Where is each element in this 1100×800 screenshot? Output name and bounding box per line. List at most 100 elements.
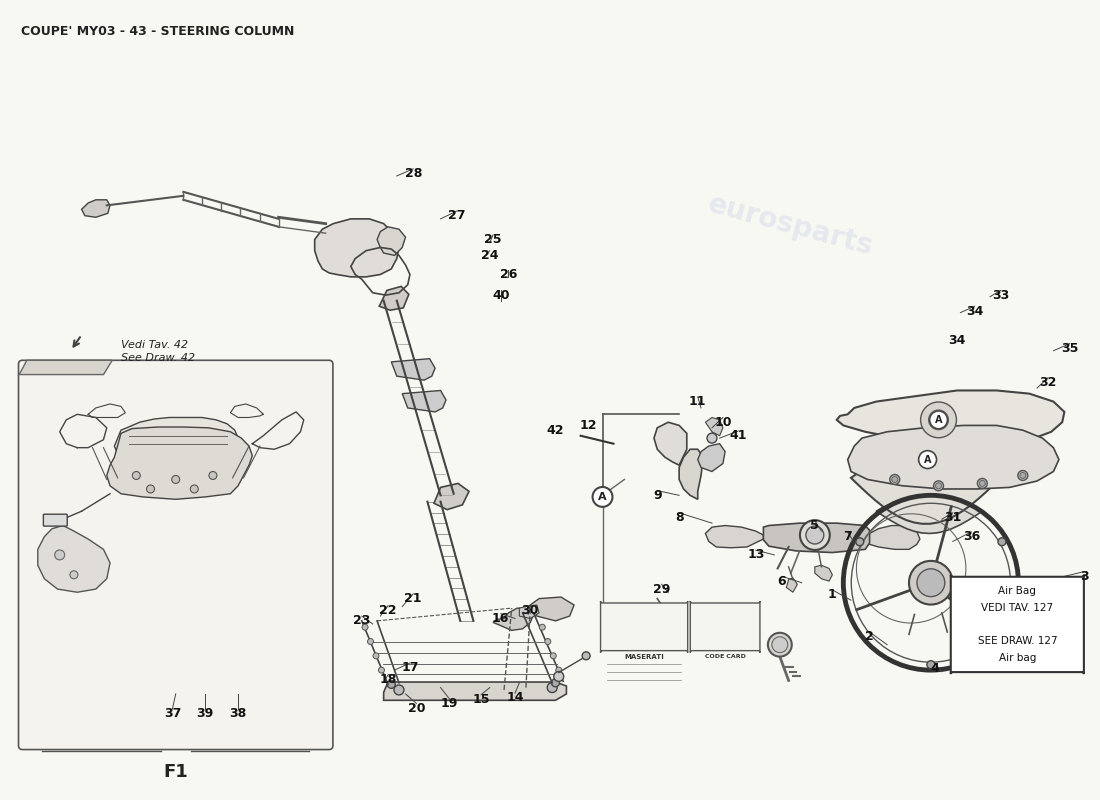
Text: 13: 13: [747, 549, 764, 562]
Circle shape: [373, 653, 380, 658]
Text: A: A: [935, 415, 943, 425]
Text: 28: 28: [405, 167, 422, 180]
Polygon shape: [384, 682, 566, 700]
Polygon shape: [114, 418, 238, 459]
Text: 36: 36: [962, 530, 980, 543]
Circle shape: [593, 487, 613, 507]
FancyBboxPatch shape: [691, 601, 760, 653]
Polygon shape: [837, 390, 1065, 446]
Polygon shape: [866, 526, 920, 550]
Polygon shape: [763, 523, 870, 553]
Text: 8: 8: [674, 511, 683, 524]
Circle shape: [190, 485, 198, 493]
Text: 31: 31: [944, 511, 961, 524]
Text: 20: 20: [408, 702, 426, 714]
Text: 6: 6: [778, 574, 786, 588]
Text: 35: 35: [1062, 342, 1078, 355]
Circle shape: [367, 638, 374, 645]
Circle shape: [917, 569, 945, 597]
Polygon shape: [848, 426, 1059, 489]
Circle shape: [55, 550, 65, 560]
Text: 38: 38: [230, 707, 246, 720]
Circle shape: [806, 526, 824, 544]
Text: 1: 1: [828, 588, 837, 601]
Circle shape: [556, 667, 562, 673]
Circle shape: [927, 661, 935, 669]
Circle shape: [800, 520, 829, 550]
Polygon shape: [679, 450, 703, 499]
Text: 21: 21: [405, 592, 422, 605]
Text: 14: 14: [506, 691, 524, 705]
Circle shape: [998, 538, 1005, 546]
Text: 29: 29: [653, 582, 670, 595]
Polygon shape: [37, 526, 110, 592]
Text: MASERATI: MASERATI: [624, 654, 664, 660]
Circle shape: [892, 477, 898, 482]
Text: 3: 3: [1080, 570, 1088, 583]
Text: Air Bag: Air Bag: [999, 586, 1036, 596]
Polygon shape: [705, 418, 723, 436]
Text: See Draw. 42: See Draw. 42: [121, 354, 195, 363]
Polygon shape: [697, 444, 725, 471]
Polygon shape: [392, 358, 436, 380]
Circle shape: [553, 671, 563, 682]
Polygon shape: [851, 445, 1001, 524]
FancyBboxPatch shape: [950, 574, 1084, 674]
Circle shape: [544, 638, 551, 645]
Circle shape: [172, 475, 179, 483]
Text: 40: 40: [492, 289, 509, 302]
Circle shape: [70, 571, 78, 578]
Circle shape: [132, 471, 141, 479]
Text: 23: 23: [353, 614, 371, 627]
Polygon shape: [315, 219, 399, 277]
Text: 19: 19: [441, 697, 458, 710]
Text: 4: 4: [931, 662, 939, 675]
Text: VEDI TAV. 127: VEDI TAV. 127: [981, 603, 1054, 613]
Polygon shape: [705, 526, 763, 548]
Polygon shape: [519, 605, 539, 618]
Text: F1: F1: [163, 763, 188, 782]
Polygon shape: [493, 608, 534, 630]
Text: CODE CARD: CODE CARD: [705, 654, 746, 659]
Polygon shape: [654, 422, 686, 465]
Circle shape: [387, 681, 395, 688]
Text: 10: 10: [714, 416, 732, 429]
Text: 11: 11: [689, 395, 706, 408]
Text: A: A: [598, 492, 607, 502]
Circle shape: [1018, 470, 1027, 481]
Circle shape: [977, 478, 988, 488]
Circle shape: [979, 481, 986, 486]
Text: COUPE' MY03 - 43 - STEERING COLUMN: COUPE' MY03 - 43 - STEERING COLUMN: [21, 25, 294, 38]
Circle shape: [547, 682, 558, 693]
Text: 33: 33: [992, 289, 1010, 302]
Text: eurosparts: eurosparts: [705, 190, 877, 261]
FancyBboxPatch shape: [43, 514, 67, 526]
Circle shape: [582, 652, 590, 660]
Text: 12: 12: [580, 419, 597, 432]
Polygon shape: [876, 491, 982, 534]
Text: 22: 22: [379, 604, 397, 617]
Circle shape: [394, 685, 404, 695]
Text: 34: 34: [948, 334, 966, 347]
Text: 25: 25: [484, 233, 502, 246]
Circle shape: [539, 624, 546, 630]
Circle shape: [209, 471, 217, 479]
Text: 34: 34: [966, 305, 983, 318]
Text: 2: 2: [866, 630, 874, 643]
Polygon shape: [815, 566, 833, 581]
Circle shape: [930, 411, 947, 429]
Polygon shape: [81, 200, 110, 218]
FancyBboxPatch shape: [601, 601, 688, 653]
Circle shape: [921, 402, 956, 438]
Circle shape: [551, 679, 560, 686]
Circle shape: [674, 628, 684, 638]
Text: 15: 15: [472, 693, 490, 706]
Text: 5: 5: [811, 519, 819, 532]
Text: SEE DRAW. 127: SEE DRAW. 127: [978, 636, 1057, 646]
Text: 26: 26: [499, 268, 517, 281]
FancyBboxPatch shape: [19, 360, 333, 750]
Circle shape: [890, 474, 900, 485]
Text: 7: 7: [844, 530, 852, 543]
Text: 9: 9: [653, 489, 661, 502]
Polygon shape: [786, 578, 798, 592]
